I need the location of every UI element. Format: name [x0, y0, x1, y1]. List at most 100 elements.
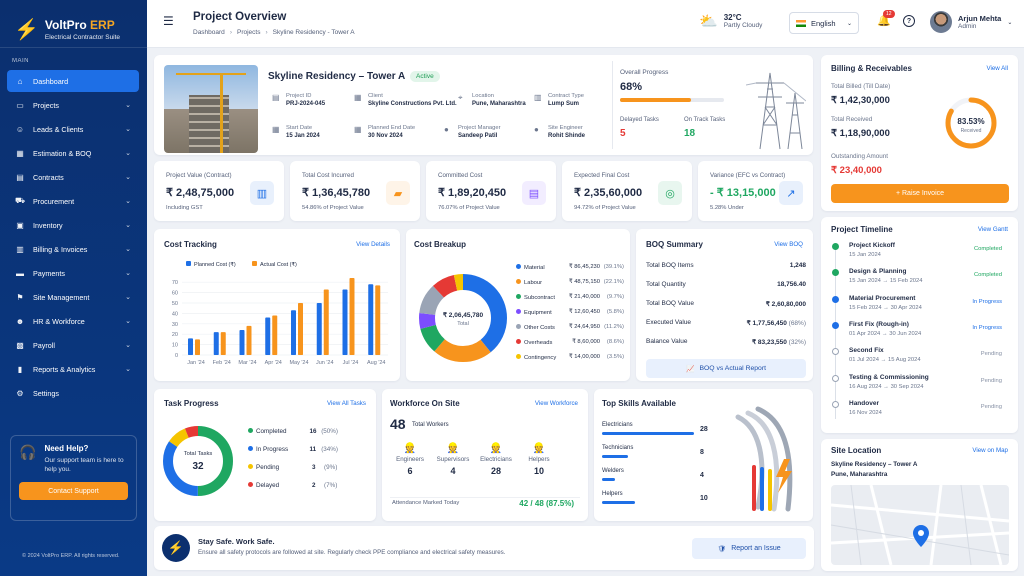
timeline-item[interactable]: Testing & Commissioning 16 Aug 2024 → 30 …	[832, 372, 1008, 398]
sidebar: ⚡ VoltPro ERP Electrical Contractor Suit…	[0, 0, 147, 576]
app-logo[interactable]: ⚡ VoltPro ERP Electrical Contractor Suit…	[0, 0, 147, 48]
x-tick-label: Jun '24	[316, 360, 334, 366]
worker-icon: 👷	[489, 443, 503, 454]
received-pct: 83.53%	[957, 117, 984, 126]
chevron-down-icon: ⌄	[125, 102, 131, 109]
bar-planned	[239, 330, 245, 355]
sidebar-item-payroll[interactable]: ▩ Payroll ⌄	[7, 334, 139, 356]
view-gantt-link[interactable]: View Gantt	[977, 226, 1008, 233]
kpi-card: Committed Cost ₹ 1,89,20,450 76.07% of Pro…	[426, 161, 556, 221]
sidebar-item-contracts[interactable]: ▤ Contracts ⌄	[7, 166, 139, 188]
help-icon[interactable]: ?	[903, 15, 915, 27]
cost-tracking-card: Cost Tracking View Details Planned Cost …	[154, 229, 400, 381]
weather-widget: ⛅ 32°C Partly Cloudy	[699, 12, 762, 30]
boq-title: BOQ Summary	[646, 240, 703, 249]
worker-icon: 👷	[532, 443, 546, 454]
boq-report-button[interactable]: 📈 BOQ vs Actual Report	[646, 359, 806, 378]
legend-row: Contingency ₹ 14,00,000 (3.5%)	[516, 354, 624, 361]
legend-pct: (8.6%)	[606, 339, 624, 345]
app-name: VoltPro	[44, 18, 87, 32]
timeline-item[interactable]: First Fix (Rough-in) 01 Apr 2024 → 30 Jun…	[832, 319, 1008, 345]
sidebar-item-reports-analytics[interactable]: ▮ Reports & Analytics ⌄	[7, 358, 139, 380]
sidebar-item-payments[interactable]: ▬ Payments ⌄	[7, 262, 139, 284]
sidebar-item-estimation-boq[interactable]: ▦ Estimation & BOQ ⌄	[7, 142, 139, 164]
sidebar-item-billing-invoices[interactable]: ▥ Billing & Invoices ⌄	[7, 238, 139, 260]
timeline-item[interactable]: Design & Planning 15 Jan 2024 → 15 Feb 20…	[832, 266, 1008, 292]
progress-label: Overall Progress	[620, 69, 669, 76]
skill-label: Technicians	[602, 445, 634, 451]
language-select[interactable]: English ⌄	[789, 12, 859, 34]
sidebar-item-settings[interactable]: ⚙ Settings	[7, 382, 139, 404]
view-all-tasks-link[interactable]: View All Tasks	[327, 400, 366, 407]
user-menu[interactable]: Arjun Mehta Admin ⌄	[930, 11, 1012, 33]
sidebar-item-projects[interactable]: ▭ Projects ⌄	[7, 94, 139, 116]
legend-pct: (5.8%)	[606, 309, 624, 315]
sidebar-item-label: Estimation & BOQ	[33, 148, 92, 158]
kpi-value: ₹ 2,35,60,000	[574, 187, 643, 199]
timeline-title: Project Timeline	[831, 225, 893, 234]
boq-value: ₹ 2,60,80,000	[765, 301, 806, 308]
view-details-link[interactable]: View Details	[356, 241, 390, 248]
kpi-card: Project Value (Contract) ₹ 2,48,75,000 Inc…	[154, 161, 284, 221]
boq-row: Total BOQ Items 1,248	[646, 262, 806, 269]
timeline-item[interactable]: Project Kickoff 15 Jan 2024 Completed	[832, 240, 1008, 266]
project-field: ● Site Engineer Rohit Shinde	[534, 125, 585, 139]
site-map[interactable]	[831, 485, 1009, 565]
legend-amount: ₹ 86,45,230	[568, 264, 600, 270]
sidebar-item-site-management[interactable]: ⚑ Site Management ⌄	[7, 286, 139, 308]
legend-amount: ₹ 8,60,000	[572, 339, 600, 345]
field-label: Location	[472, 93, 494, 99]
legend-label: Labour	[524, 280, 543, 286]
report-issue-button[interactable]: 🛡 Report an Issue	[692, 538, 806, 559]
cost-breakup-total: ₹ 2,06,45,780	[442, 312, 484, 319]
bar-planned	[265, 317, 271, 355]
timeline-status: Completed	[973, 246, 1002, 252]
sidebar-item-label: Contracts	[33, 172, 64, 182]
timeline-name: Testing & Commissioning	[849, 373, 929, 381]
sidebar-item-inventory[interactable]: ▣ Inventory ⌄	[7, 214, 139, 236]
bell-icon[interactable]: 🔔	[877, 15, 891, 27]
y-tick-label: 60	[172, 291, 178, 297]
project-image	[164, 65, 258, 153]
view-on-map-link[interactable]: View on Map	[972, 447, 1008, 454]
sidebar-item-label: Inventory	[33, 220, 63, 230]
chevron-down-icon: ⌄	[846, 20, 852, 27]
received-label: Total Received	[831, 116, 873, 123]
breadcrumb-item[interactable]: Projects	[236, 29, 261, 36]
task-progress-donut	[163, 426, 233, 496]
timeline-item[interactable]: Second Fix 01 Jul 2024 → 15 Aug 2024 Pendi…	[832, 345, 1008, 371]
skill-value: 4	[700, 472, 704, 479]
legend-label: Planned Cost (₹)	[194, 261, 236, 268]
delayed-label: Delayed Tasks	[620, 117, 659, 123]
sidebar-item-dashboard[interactable]: ⌂ Dashboard	[7, 70, 139, 92]
timeline-item[interactable]: Handover 16 Nov 2024 Pending	[832, 398, 1008, 424]
raise-invoice-button[interactable]: + Raise Invoice	[831, 184, 1009, 203]
contact-support-button[interactable]: Contact Support	[19, 482, 128, 501]
skill-bar	[602, 478, 616, 481]
x-tick-label: May '24	[289, 360, 308, 366]
view-all-link[interactable]: View All	[986, 65, 1008, 72]
timeline-item[interactable]: Material Procurement 15 Feb 2024 → 30 Apr…	[832, 293, 1008, 319]
workforce-role: 👷 Engineers 6	[388, 443, 432, 476]
view-boq-link[interactable]: View BOQ	[774, 241, 803, 248]
role-value: 4	[450, 466, 456, 476]
menu-icon[interactable]: ☰	[163, 14, 174, 28]
sidebar-item-procurement[interactable]: ⛟ Procurement ⌄	[7, 190, 139, 212]
sidebar-item-leads-clients[interactable]: ☺ Leads & Clients ⌄	[7, 118, 139, 140]
task-slice-in-progress	[163, 426, 233, 496]
timeline-status: Completed	[973, 272, 1002, 279]
worker-icon: 👷	[403, 443, 417, 454]
kpi-card: Total Cost Incurred ₹ 1,36,45,780 54.86% o…	[290, 161, 420, 221]
partly-cloudy-icon: ⛅	[699, 13, 718, 30]
skills-title: Top Skills Available	[602, 399, 676, 408]
boq-value: ₹ 83,23,550	[751, 339, 787, 346]
timeline-name: Handover	[849, 399, 879, 407]
legend-swatch	[252, 261, 257, 266]
location-icon: ⌖	[458, 93, 463, 102]
sidebar-item-hr-workforce[interactable]: ☻ HR & Workforce ⌄	[7, 310, 139, 332]
timeline-date: 01 Jul 2024 → 15 Aug 2024	[849, 357, 921, 364]
view-workforce-link[interactable]: View Workforce	[534, 400, 578, 407]
breadcrumb-item[interactable]: Dashboard	[193, 29, 225, 36]
progress-bar	[620, 98, 724, 102]
hr-icon: ☻	[15, 316, 25, 326]
